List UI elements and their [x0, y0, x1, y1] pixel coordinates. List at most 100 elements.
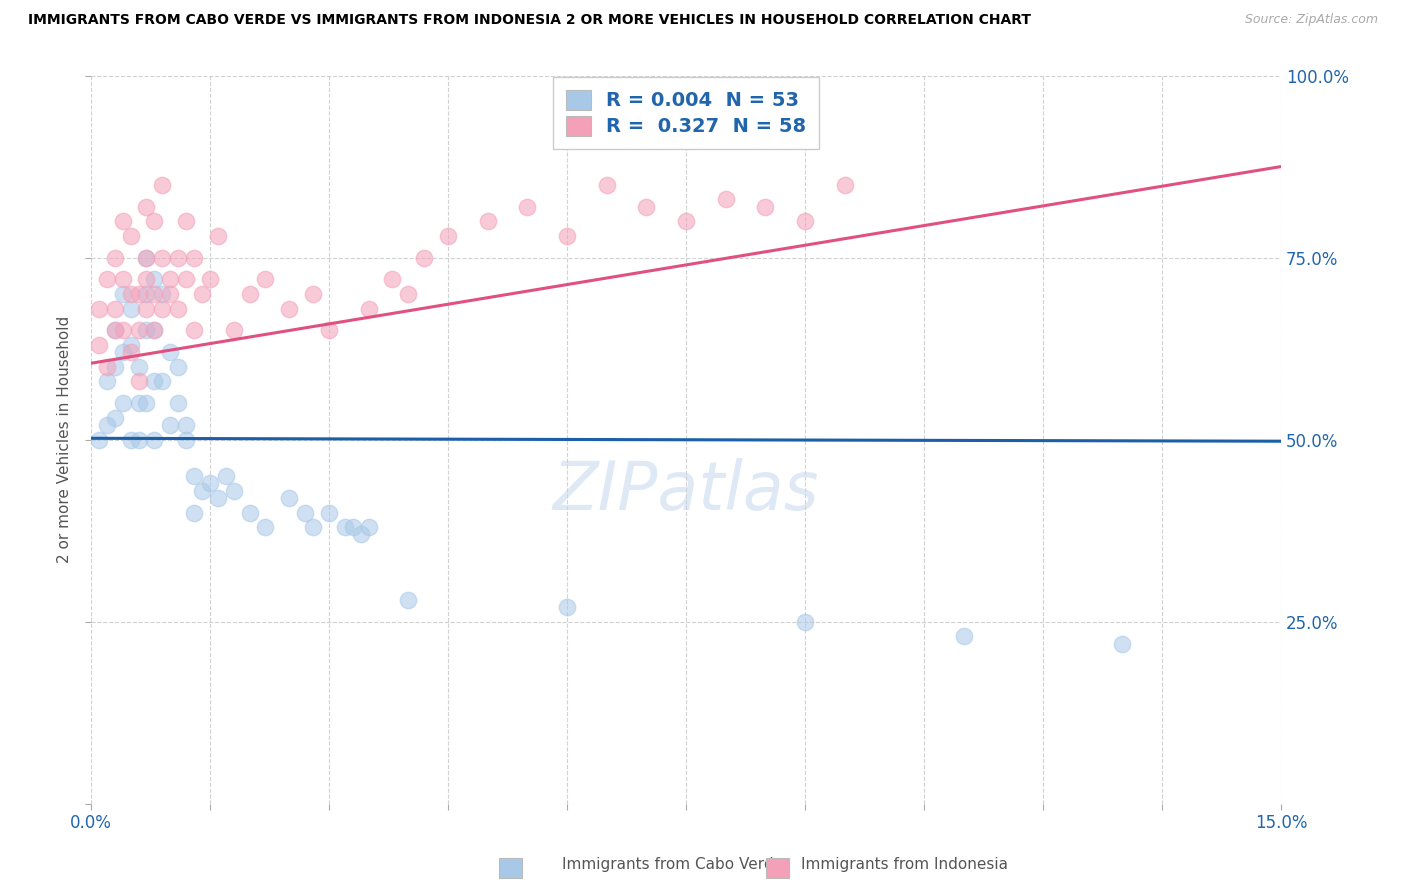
Point [135, 251, 157, 265]
Point [555, 600, 578, 615]
Point [437, 228, 460, 243]
Point [754, 200, 776, 214]
Point [183, 323, 205, 337]
Point [143, 272, 166, 286]
Point [477, 214, 499, 228]
Point [174, 433, 197, 447]
Text: IMMIGRANTS FROM CABO VERDE VS IMMIGRANTS FROM INDONESIA 2 OR MORE VEHICLES IN HO: IMMIGRANTS FROM CABO VERDE VS IMMIGRANTS… [28, 13, 1031, 28]
Point [302, 520, 325, 534]
Point [413, 251, 436, 265]
Point [159, 418, 181, 433]
Point [174, 418, 197, 433]
Legend: R = 0.004  N = 53, R =  0.327  N = 58: R = 0.004 N = 53, R = 0.327 N = 58 [554, 78, 818, 149]
Point [128, 396, 150, 410]
Point [135, 396, 157, 410]
Point [278, 301, 301, 316]
Point [595, 178, 617, 192]
Point [222, 483, 245, 498]
Point [159, 272, 181, 286]
Point [302, 287, 325, 301]
Point [174, 272, 197, 286]
Point [222, 323, 245, 337]
Point [159, 345, 181, 359]
Point [254, 272, 277, 286]
Point [96, 359, 118, 374]
Point [159, 287, 181, 301]
Point [357, 301, 380, 316]
Point [96, 375, 118, 389]
Point [104, 359, 127, 374]
Point [396, 287, 419, 301]
Point [183, 469, 205, 483]
Point [150, 178, 173, 192]
Point [215, 469, 238, 483]
Point [278, 491, 301, 505]
Point [207, 228, 229, 243]
Point [135, 200, 157, 214]
Point [675, 214, 697, 228]
Point [342, 520, 364, 534]
Point [120, 287, 142, 301]
Point [183, 251, 205, 265]
Text: Immigrants from Cabo Verde: Immigrants from Cabo Verde [562, 857, 783, 872]
Text: ZIPatlas: ZIPatlas [553, 458, 820, 524]
Point [357, 520, 380, 534]
Text: Source: ZipAtlas.com: Source: ZipAtlas.com [1244, 13, 1378, 27]
Point [87, 338, 110, 352]
Point [120, 338, 142, 352]
Point [104, 410, 127, 425]
Point [120, 433, 142, 447]
Point [350, 527, 373, 541]
Point [198, 272, 221, 286]
Point [128, 287, 150, 301]
Point [111, 345, 134, 359]
Point [714, 192, 737, 206]
Point [96, 418, 118, 433]
Point [191, 483, 214, 498]
Point [254, 520, 277, 534]
Point [111, 287, 134, 301]
Point [104, 323, 127, 337]
Point [135, 272, 157, 286]
Point [135, 251, 157, 265]
Point [318, 323, 340, 337]
Point [111, 214, 134, 228]
Point [120, 345, 142, 359]
Point [128, 359, 150, 374]
Point [239, 506, 262, 520]
Point [104, 323, 127, 337]
Point [952, 629, 974, 643]
Point [294, 506, 316, 520]
Point [318, 506, 340, 520]
Point [150, 301, 173, 316]
Point [167, 301, 190, 316]
Point [128, 375, 150, 389]
Point [1111, 637, 1133, 651]
Point [143, 323, 166, 337]
Point [167, 251, 190, 265]
Point [183, 506, 205, 520]
Point [128, 433, 150, 447]
Text: Immigrants from Indonesia: Immigrants from Indonesia [801, 857, 1008, 872]
Point [143, 433, 166, 447]
Point [167, 396, 190, 410]
Point [120, 301, 142, 316]
Point [794, 214, 817, 228]
Point [87, 301, 110, 316]
Point [143, 214, 166, 228]
Point [111, 396, 134, 410]
Point [150, 287, 173, 301]
Point [555, 228, 578, 243]
Point [111, 323, 134, 337]
Point [135, 287, 157, 301]
Point [104, 251, 127, 265]
Point [120, 228, 142, 243]
Point [111, 272, 134, 286]
Point [381, 272, 404, 286]
Point [135, 323, 157, 337]
Point [143, 323, 166, 337]
Y-axis label: 2 or more Vehicles in Household: 2 or more Vehicles in Household [58, 316, 72, 564]
Point [150, 251, 173, 265]
Point [143, 287, 166, 301]
Point [239, 287, 262, 301]
